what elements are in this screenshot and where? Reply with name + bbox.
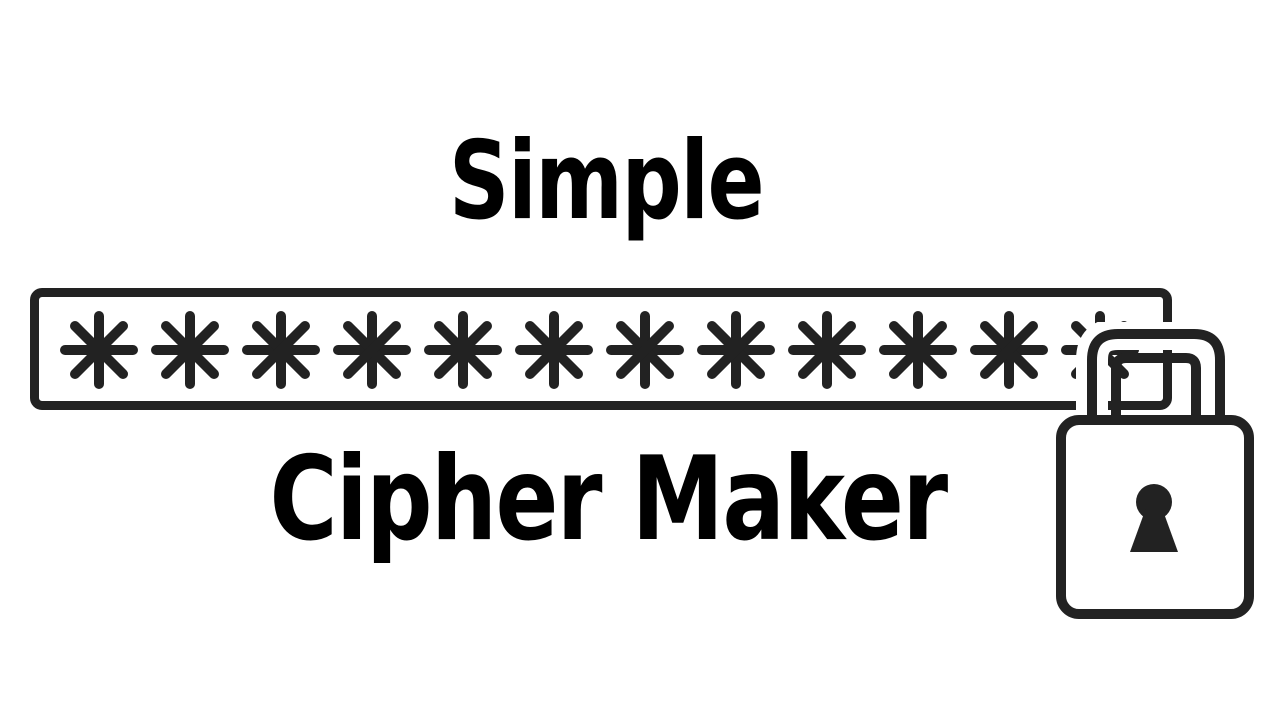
password-field bbox=[30, 288, 1172, 410]
padlock-icon bbox=[1056, 322, 1254, 619]
asterisk-icon bbox=[697, 311, 775, 389]
asterisk-icon bbox=[151, 311, 229, 389]
title-line-simple: Simple bbox=[448, 119, 765, 244]
asterisk-icon bbox=[60, 311, 138, 389]
asterisk-icon bbox=[788, 311, 866, 389]
masked-password-asterisks bbox=[60, 311, 1139, 389]
asterisk-icon bbox=[970, 311, 1048, 389]
asterisk-icon bbox=[606, 311, 684, 389]
keyhole-icon bbox=[1130, 484, 1178, 552]
asterisk-icon bbox=[879, 311, 957, 389]
asterisk-icon bbox=[424, 311, 502, 389]
title-line-cipher-maker: Cipher Maker bbox=[269, 432, 948, 567]
asterisk-icon bbox=[242, 311, 320, 389]
asterisk-icon bbox=[515, 311, 593, 389]
asterisk-icon bbox=[333, 311, 411, 389]
